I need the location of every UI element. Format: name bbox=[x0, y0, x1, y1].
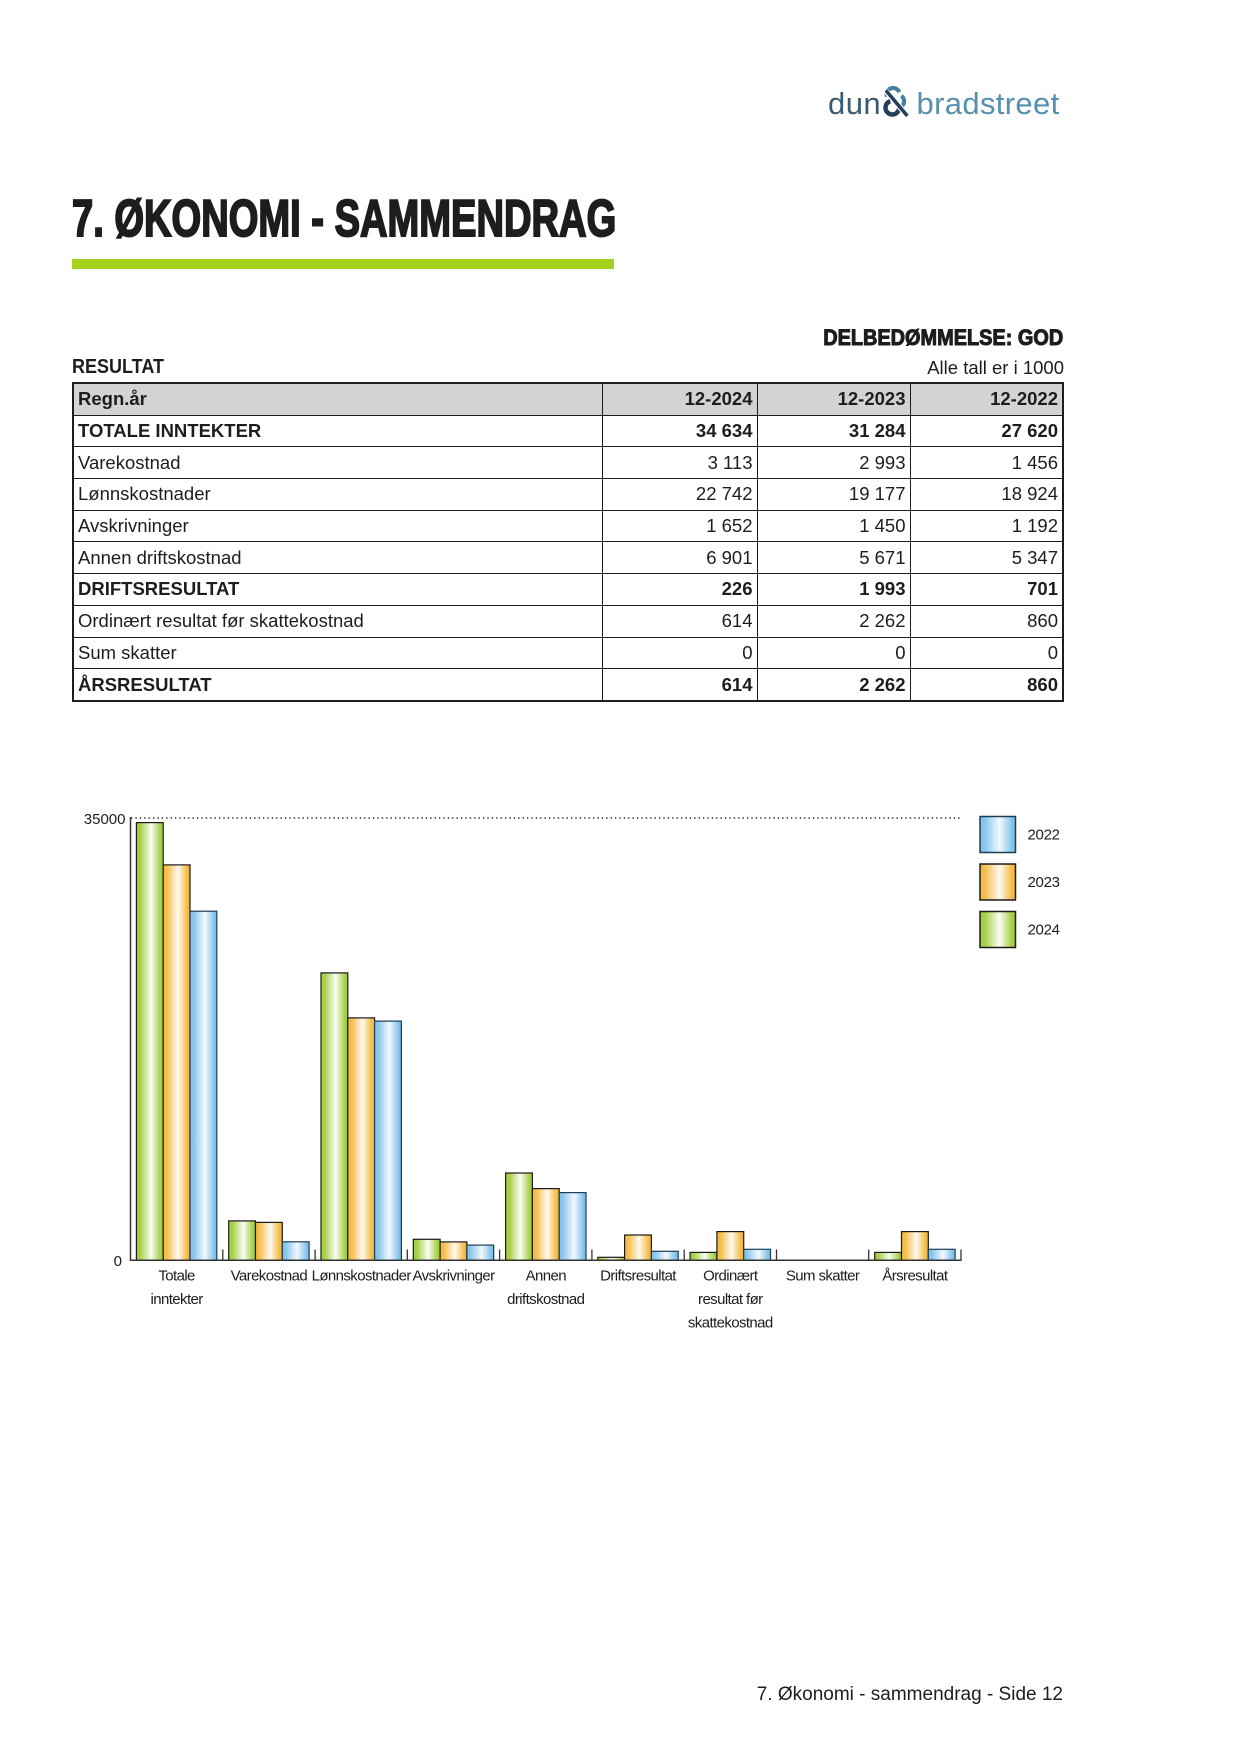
svg-text:driftskostnad: driftskostnad bbox=[507, 1291, 584, 1308]
svg-text:skattekostnad: skattekostnad bbox=[688, 1315, 773, 1332]
svg-text:Varekostnad: Varekostnad bbox=[231, 1268, 308, 1285]
svg-text:Totale: Totale bbox=[158, 1268, 195, 1285]
svg-text:35000: 35000 bbox=[84, 811, 126, 828]
svg-text:2023: 2023 bbox=[1028, 874, 1060, 891]
svg-text:Årsresultat: Årsresultat bbox=[882, 1268, 949, 1285]
svg-text:inntekter: inntekter bbox=[151, 1291, 204, 1308]
svg-text:Driftsresultat: Driftsresultat bbox=[600, 1268, 677, 1285]
svg-text:Lønnskostnader: Lønnskostnader bbox=[312, 1268, 412, 1285]
svg-text:2024: 2024 bbox=[1028, 922, 1060, 939]
svg-text:Ordinært: Ordinært bbox=[703, 1268, 759, 1285]
svg-text:Sum skatter: Sum skatter bbox=[786, 1268, 860, 1285]
svg-text:Avskrivninger: Avskrivninger bbox=[413, 1268, 496, 1285]
svg-text:2022: 2022 bbox=[1028, 827, 1060, 844]
svg-text:Annen: Annen bbox=[526, 1268, 567, 1285]
svg-text:0: 0 bbox=[114, 1253, 122, 1270]
svg-text:resultat før: resultat før bbox=[698, 1291, 763, 1308]
